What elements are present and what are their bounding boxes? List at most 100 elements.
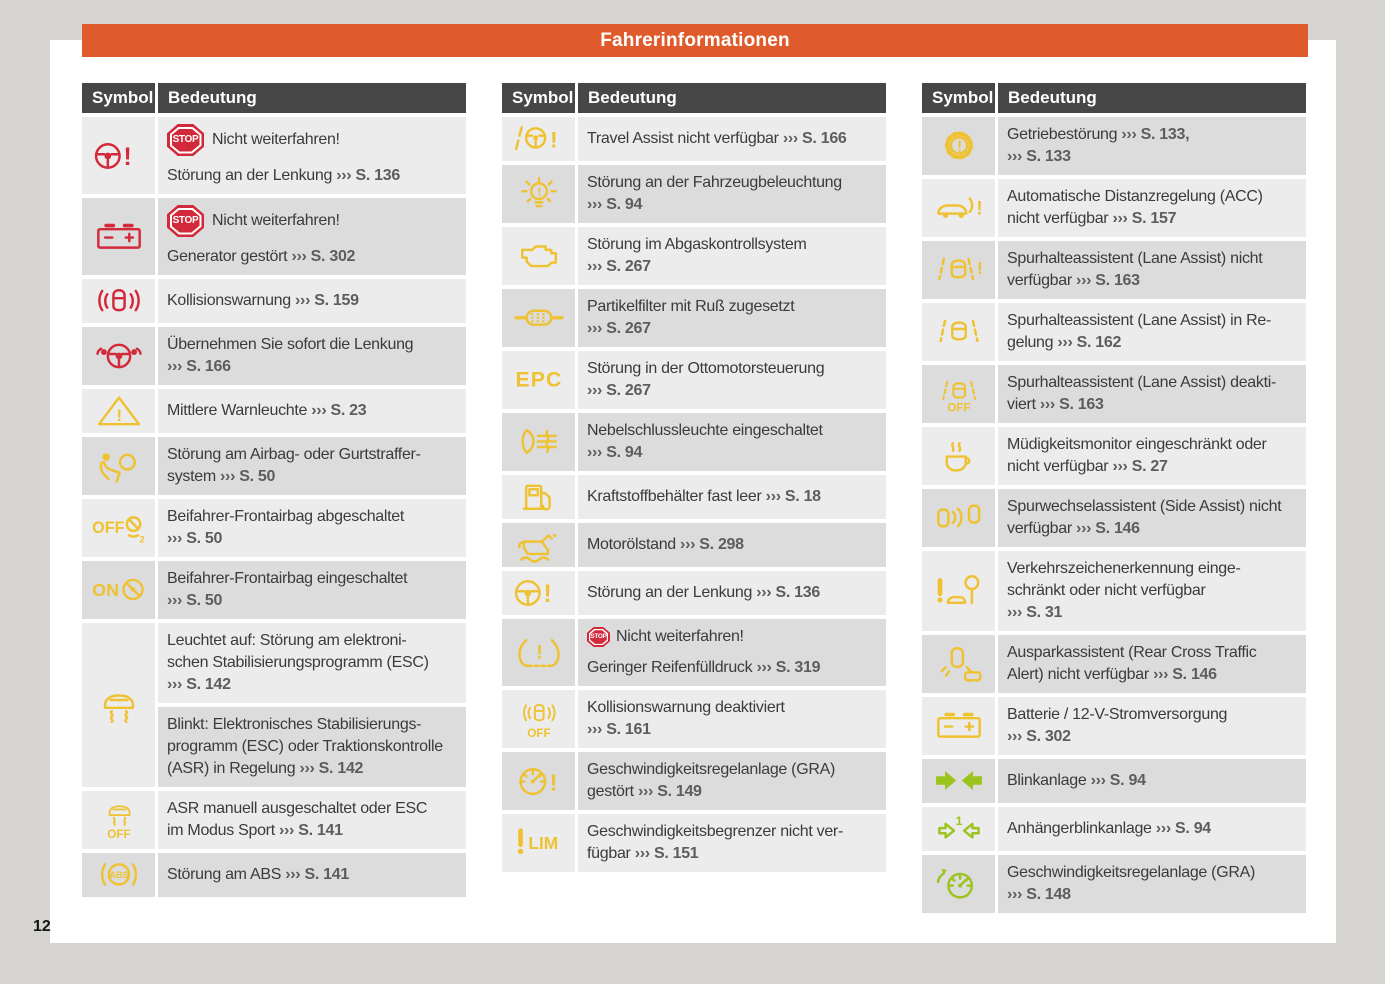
table-row: LIM Geschwindigkeitsbegrenzer nicht ver-f…	[502, 814, 886, 872]
meaning-text: Beifahrer-Frontairbag abgeschaltet	[167, 508, 405, 525]
table-row: ON Beifahrer-Frontairbag eingeschaltet ›››…	[82, 561, 466, 619]
svg-text:OFF: OFF	[92, 519, 124, 537]
meaning-cell: Störung am ABS ››› S. 141	[158, 853, 466, 897]
page-reference: ››› S. 149	[637, 783, 702, 800]
meaning-column-header: Bedeutung	[998, 83, 1306, 113]
meaning-text: Verkehrszeichenerkennung einge-	[1007, 560, 1241, 577]
meaning-text: Störung an der Lenkung	[167, 167, 337, 184]
svg-text:!: !	[537, 185, 541, 199]
meaning-cell: Müdigkeitsmonitor eingeschränkt oder nich…	[998, 427, 1306, 485]
meaning-text: Müdigkeitsmonitor eingeschränkt oder	[1007, 436, 1267, 453]
meaning-cell: Kraftstoffbehälter fast leer ››› S. 18	[578, 475, 886, 519]
page-reference: ››› S. 163	[1076, 272, 1140, 289]
meaning-text: im Modus Sport	[167, 822, 279, 839]
table-row: Partikelfilter mit Ruß zugesetzt ››› S. 2…	[502, 289, 886, 347]
meaning-cell: Störung an der Lenkung ››› S. 136	[578, 571, 886, 615]
page-reference: ››› S. 23	[311, 402, 367, 419]
meaning-cell: Batterie / 12-V-Stromversorgung ››› S. 30…	[998, 697, 1306, 755]
meaning-cell: Kollisionswarnung ››› S. 159	[158, 279, 466, 323]
meaning-text: Kraftstoffbehälter fast leer	[587, 488, 766, 505]
particulate-filter-icon	[502, 289, 575, 347]
svg-text:ON: ON	[92, 580, 119, 600]
page-reference: ››› S. 148	[1007, 886, 1071, 903]
svg-text:ABS: ABS	[109, 870, 128, 880]
meaning-text: Störung am Airbag- oder Gurtstraffer-	[167, 446, 421, 463]
meaning-cell: Spurhalteassistent (Lane Assist) nicht ve…	[998, 241, 1306, 299]
page-reference: ››› S. 267	[587, 258, 651, 275]
gear-warning-icon: !	[922, 117, 995, 175]
svg-text:OFF: OFF	[527, 727, 550, 738]
table-row: ! Störung an der Lenkung ››› S. 136	[502, 571, 886, 615]
lane-assist-icon	[922, 303, 995, 361]
page-reference: ››› S. 159	[295, 292, 359, 309]
svg-text:!: !	[976, 258, 982, 278]
page-reference: ››› S. 161	[587, 721, 651, 738]
page-reference: ››› S. 298	[680, 536, 744, 553]
cruise-control-icon	[922, 855, 995, 913]
battery-icon	[922, 697, 995, 755]
meaning-text: programm (ESC) oder Traktionskontrolle	[167, 738, 443, 755]
trailer-turn-signals-icon: 1	[922, 807, 995, 851]
page-reference: ››› S. 27	[1112, 458, 1168, 475]
page-reference: ››› S. 50	[220, 468, 276, 485]
meaning-cell: Beifahrer-Frontairbag eingeschaltet ››› S…	[158, 561, 466, 619]
table-row: OFF Kollisionswarnung deaktiviert ››› S. 1…	[502, 690, 886, 748]
table-row: OFF 2 Beifahrer-Frontairbag abgeschaltet ››…	[82, 499, 466, 557]
battery-icon	[82, 198, 155, 275]
meaning-text: Spurhalteassistent (Lane Assist) deakti-	[1007, 374, 1277, 391]
table-row: ! Spurhalteassistent (Lane Assist) nicht v…	[922, 241, 1306, 299]
page-reference: ››› S. 166	[782, 130, 847, 147]
esc-car-skid-icon	[82, 623, 155, 787]
page-reference: ››› S. 166	[167, 358, 231, 375]
meaning-text: Nebelschlussleuchte eingeschaltet	[587, 422, 823, 439]
epc-icon: EPC	[502, 351, 575, 409]
meaning-text: Spurhalteassistent (Lane Assist) nicht	[1007, 250, 1263, 267]
steering-wheel-warning-icon: !	[82, 117, 155, 194]
table-row: ! Störung an der Fahrzeugbeleuchtung ››› S…	[502, 165, 886, 223]
side-assist-icon	[922, 489, 995, 547]
meaning-text: Beifahrer-Frontairbag eingeschaltet	[167, 570, 408, 587]
table-row: ! Automatische Distanzregelung (ACC) nicht…	[922, 179, 1306, 237]
meaning-text: Störung an der Fahrzeugbeleuchtung	[587, 174, 842, 191]
meaning-text: (ASR) in Regelung	[167, 760, 300, 777]
page-reference: ››› S. 146	[1076, 520, 1140, 537]
page-reference: ››› S. 142	[299, 760, 364, 777]
meaning-cell: ASR manuell ausgeschaltet oder ESC im Mod…	[158, 791, 466, 849]
stop-sign-icon: STOP	[167, 124, 204, 156]
warning-table: Symbol Bedeutung! Travel Assist nicht verf…	[502, 83, 886, 876]
page-reference: ››› S. 142	[167, 676, 231, 693]
table-row: Störung am Airbag- oder Gurtstraffer-sys…	[82, 437, 466, 495]
oil-can-icon	[502, 523, 575, 567]
page-reference: ››› S. 94	[587, 444, 643, 461]
table-row: ! Mittlere Warnleuchte ››› S. 23	[82, 389, 466, 433]
meaning-text: Motorölstand	[587, 536, 681, 553]
meaning-cell: Störung am Airbag- oder Gurtstraffer-sys…	[158, 437, 466, 495]
svg-text:!: !	[976, 199, 982, 220]
table-header: Symbol Bedeutung	[922, 83, 1306, 113]
meaning-cell: Motorölstand ››› S. 298	[578, 523, 886, 567]
page-reference: ››› S. 157	[1112, 210, 1177, 227]
meaning-text: Automatische Distanzregelung (ACC)	[1007, 188, 1263, 205]
traffic-sign-icon	[922, 551, 995, 631]
table-row: Verkehrszeichenerkennung einge-schränkt …	[922, 551, 1306, 631]
meaning-text: fügbar	[587, 845, 635, 862]
svg-text:!: !	[550, 127, 557, 152]
steering-wheel-warning-icon: !	[502, 571, 575, 615]
svg-text:!: !	[116, 406, 122, 425]
meaning-text: Störung an der Lenkung	[587, 584, 757, 601]
table-row: Übernehmen Sie sofort die Lenkung ››› S. …	[82, 327, 466, 385]
page-reference: ››› S. 141	[285, 866, 349, 883]
page-reference: ››› S. 94	[1155, 820, 1211, 837]
meaning-column-header: Bedeutung	[578, 83, 886, 113]
page-reference: ››› S. 151	[634, 845, 699, 862]
table-row: Spurhalteassistent (Lane Assist) in Re-g…	[922, 303, 1306, 361]
meaning-text: gelung	[1007, 334, 1058, 351]
page-reference: ››› S. 133	[1007, 148, 1071, 165]
table-row: Nebelschlussleuchte eingeschaltet ››› S. …	[502, 413, 886, 471]
symbol-column-header: Symbol	[502, 83, 575, 113]
speed-limiter-icon: LIM	[502, 814, 575, 872]
turn-signals-icon	[922, 759, 995, 803]
page-reference: ››› S. 94	[587, 196, 643, 213]
meaning-cell: Spurhalteassistent (Lane Assist) deakti-…	[998, 365, 1306, 423]
fuel-pump-icon	[502, 475, 575, 519]
